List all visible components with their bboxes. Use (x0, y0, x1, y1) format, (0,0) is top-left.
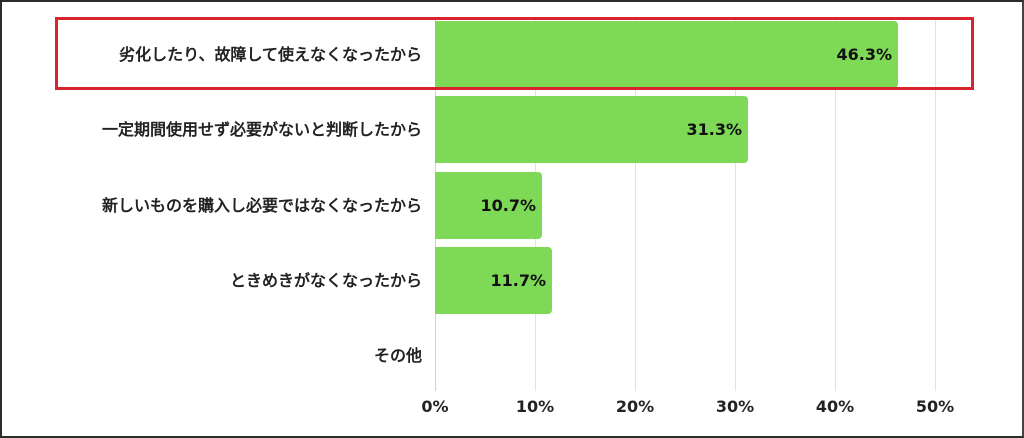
gridline-30 (735, 17, 736, 391)
gridline-40 (835, 17, 836, 391)
value-label: 46.3% (836, 45, 892, 64)
value-label: 10.7% (480, 196, 536, 215)
x-tick-label: 0% (421, 397, 449, 416)
x-tick-label: 20% (615, 397, 655, 416)
value-label: 11.7% (490, 271, 546, 290)
bar: 46.3% (435, 21, 898, 88)
x-tick-label: 10% (515, 397, 555, 416)
x-tick-label: 40% (815, 397, 855, 416)
category-label: 一定期間使用せず必要がないと判断したから (101, 120, 422, 139)
gridline-50 (935, 17, 936, 391)
x-tick-label: 30% (715, 397, 755, 416)
bar: 11.7% (435, 247, 552, 314)
category-label: 劣化したり、故障して使えなくなったから (119, 45, 422, 64)
bar: 10.7% (435, 172, 542, 239)
gridline-20 (635, 17, 636, 391)
x-tick-label: 50% (915, 397, 955, 416)
category-label: その他 (373, 346, 422, 365)
category-label: ときめきがなくなったから (229, 271, 422, 290)
bar: 31.3% (435, 96, 748, 163)
category-label: 新しいものを購入し必要ではなくなったから (101, 196, 422, 215)
value-label: 31.3% (686, 120, 742, 139)
